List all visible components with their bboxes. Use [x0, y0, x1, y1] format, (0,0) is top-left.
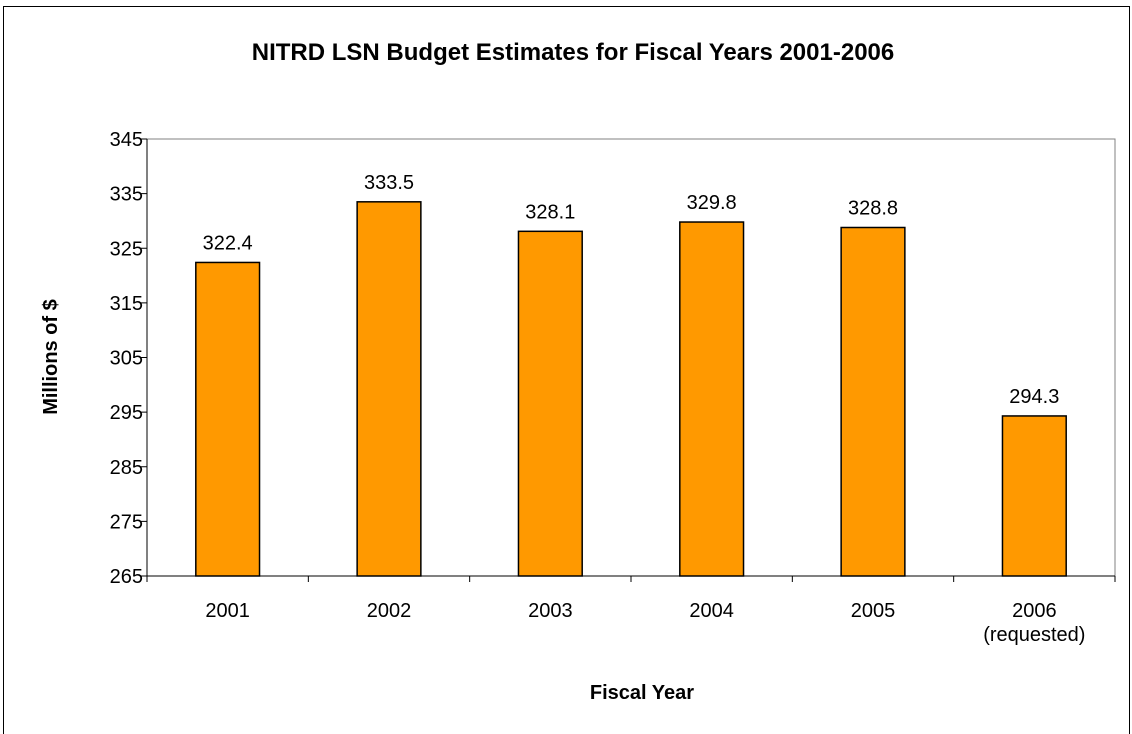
data-label: 329.8 — [687, 192, 737, 214]
y-tick-label: 335 — [110, 184, 143, 206]
y-tick-label: 345 — [110, 129, 143, 151]
bar — [517, 230, 583, 577]
x-tick-label: 2003 — [528, 600, 573, 622]
data-label: 328.1 — [525, 201, 575, 223]
x-tick-label: 2005 — [851, 600, 896, 622]
data-labels: 322.4 333.5 328.1 329.8 328.8 294.3 — [203, 172, 1060, 408]
bar — [679, 221, 745, 577]
y-axis: 265 275 285 295 305 315 325 335 345 — [110, 129, 148, 588]
bar — [356, 201, 422, 577]
data-label: 333.5 — [364, 172, 414, 194]
y-tick-label: 295 — [110, 402, 143, 424]
y-axis-title: Millions of $ — [40, 299, 62, 415]
y-tick-label: 275 — [110, 511, 143, 533]
data-label: 328.8 — [848, 197, 898, 219]
bar — [840, 226, 906, 577]
y-tick-label: 325 — [110, 238, 143, 260]
y-tick-label: 265 — [110, 566, 143, 588]
x-tick-label: 2004 — [689, 600, 734, 622]
bar — [195, 261, 261, 577]
data-label: 294.3 — [1009, 386, 1059, 408]
bar — [1001, 415, 1067, 577]
y-tick-label: 305 — [110, 348, 143, 370]
bars — [195, 201, 1067, 577]
data-label: 322.4 — [203, 232, 253, 254]
x-axis: 2001 2002 2003 2004 2005 2006 (requested) — [146, 575, 1116, 646]
y-tick-label: 315 — [110, 293, 143, 315]
x-axis-title: Fiscal Year — [590, 682, 694, 704]
x-tick-label: 2002 — [367, 600, 412, 622]
x-tick-label: 2006 (requested) — [983, 600, 1085, 646]
x-tick-label: 2001 — [205, 600, 250, 622]
chart-title: NITRD LSN Budget Estimates for Fiscal Ye… — [252, 39, 894, 66]
plot-area — [146, 138, 1116, 577]
y-tick-label: 285 — [110, 457, 143, 479]
